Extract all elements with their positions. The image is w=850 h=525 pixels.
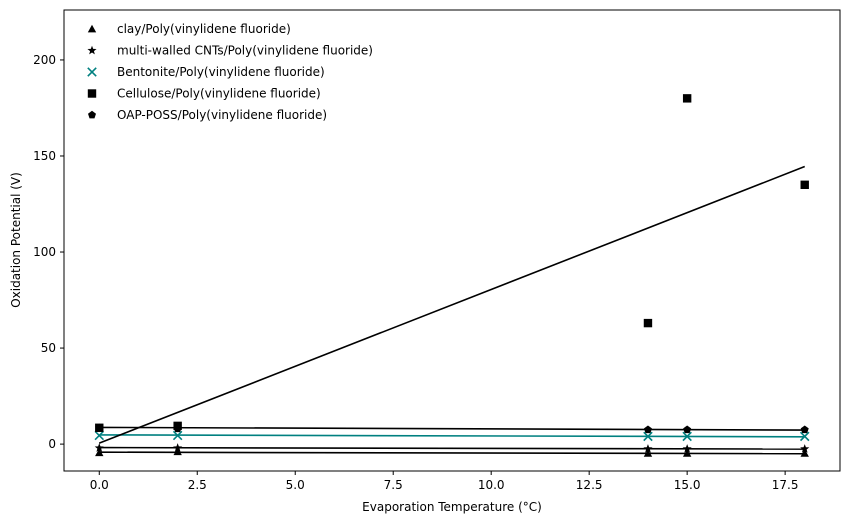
fit-line-series-3 bbox=[99, 434, 805, 438]
x-tick-label: 15.0 bbox=[674, 478, 701, 492]
data-points bbox=[94, 94, 810, 457]
data-point-series-1 bbox=[95, 448, 104, 457]
data-point-series-5 bbox=[800, 425, 809, 434]
legend-marker-series-4 bbox=[87, 89, 97, 98]
y-axis-ticks: 0 50 100 150 200 bbox=[33, 53, 64, 451]
y-tick-label: 200 bbox=[33, 53, 56, 67]
y-tick-label: 50 bbox=[41, 341, 56, 355]
data-point-series-3 bbox=[682, 431, 692, 442]
fit-line-series-5 bbox=[99, 426, 805, 431]
data-point-series-3 bbox=[172, 430, 183, 441]
fit-line-series-4 bbox=[98, 165, 806, 444]
fit-line-series-2 bbox=[99, 446, 805, 450]
data-point-series-3 bbox=[643, 431, 653, 442]
legend-marker-series-1 bbox=[87, 24, 97, 33]
legend-marker-series-2 bbox=[87, 45, 97, 55]
data-point-series-1 bbox=[682, 449, 692, 457]
y-tick-label: 0 bbox=[48, 437, 56, 451]
data-point-series-4 bbox=[643, 318, 653, 328]
fit-line-series-1 bbox=[99, 451, 805, 455]
fit-lines bbox=[98, 165, 806, 455]
x-tick-label: 17.5 bbox=[772, 478, 799, 492]
legend-label-series-1: clay/Poly(vinylidene fluoride) bbox=[117, 22, 291, 36]
legend-label-series-4: Cellulose/Poly(vinylidene fluoride) bbox=[117, 87, 321, 101]
y-tick-label: 150 bbox=[33, 149, 56, 163]
data-point-series-5 bbox=[643, 425, 652, 434]
data-point-series-3 bbox=[799, 431, 810, 442]
data-point-series-5 bbox=[95, 423, 104, 432]
legend-label-series-2: multi-walled CNTs/Poly(vinylidene fluori… bbox=[117, 44, 373, 58]
x-tick-label: 7.5 bbox=[384, 478, 403, 492]
data-point-series-2 bbox=[94, 443, 104, 452]
x-axis-label: Evaporation Temperature (°C) bbox=[362, 500, 542, 514]
data-point-series-3 bbox=[94, 430, 105, 441]
x-tick-label: 12.5 bbox=[576, 478, 603, 492]
data-point-series-5 bbox=[683, 425, 692, 434]
legend-label-series-5: OAP-POSS/Poly(vinylidene fluoride) bbox=[117, 108, 327, 122]
legend-marker-series-3 bbox=[87, 67, 97, 77]
data-point-series-4 bbox=[800, 180, 809, 189]
x-tick-label: 5.0 bbox=[286, 478, 305, 492]
data-point-series-2 bbox=[173, 443, 183, 452]
plot-frame bbox=[63, 9, 841, 472]
x-tick-label: 10.0 bbox=[478, 478, 505, 492]
data-point-series-4 bbox=[682, 94, 692, 103]
data-point-series-1 bbox=[800, 449, 809, 457]
legend-label-series-3: Bentonite/Poly(vinylidene fluoride) bbox=[117, 65, 325, 79]
data-point-series-2 bbox=[643, 444, 653, 453]
y-tick-label: 100 bbox=[33, 245, 56, 259]
legend-marker-series-5 bbox=[88, 110, 96, 119]
legend: clay/Poly(vinylidene fluoride) multi-wall… bbox=[87, 22, 373, 122]
data-point-series-5 bbox=[173, 424, 182, 433]
data-point-series-1 bbox=[173, 447, 182, 456]
x-tick-label: 2.5 bbox=[188, 478, 207, 492]
x-axis-ticks: 0.0 2.5 5.0 7.5 10.0 12.5 15.0 17.5 bbox=[90, 471, 799, 492]
y-axis-label: Oxidation Potential (V) bbox=[9, 172, 23, 308]
data-point-series-2 bbox=[682, 444, 692, 453]
x-tick-label: 0.0 bbox=[90, 478, 109, 492]
data-point-series-1 bbox=[643, 449, 653, 457]
data-point-series-2 bbox=[800, 444, 810, 453]
